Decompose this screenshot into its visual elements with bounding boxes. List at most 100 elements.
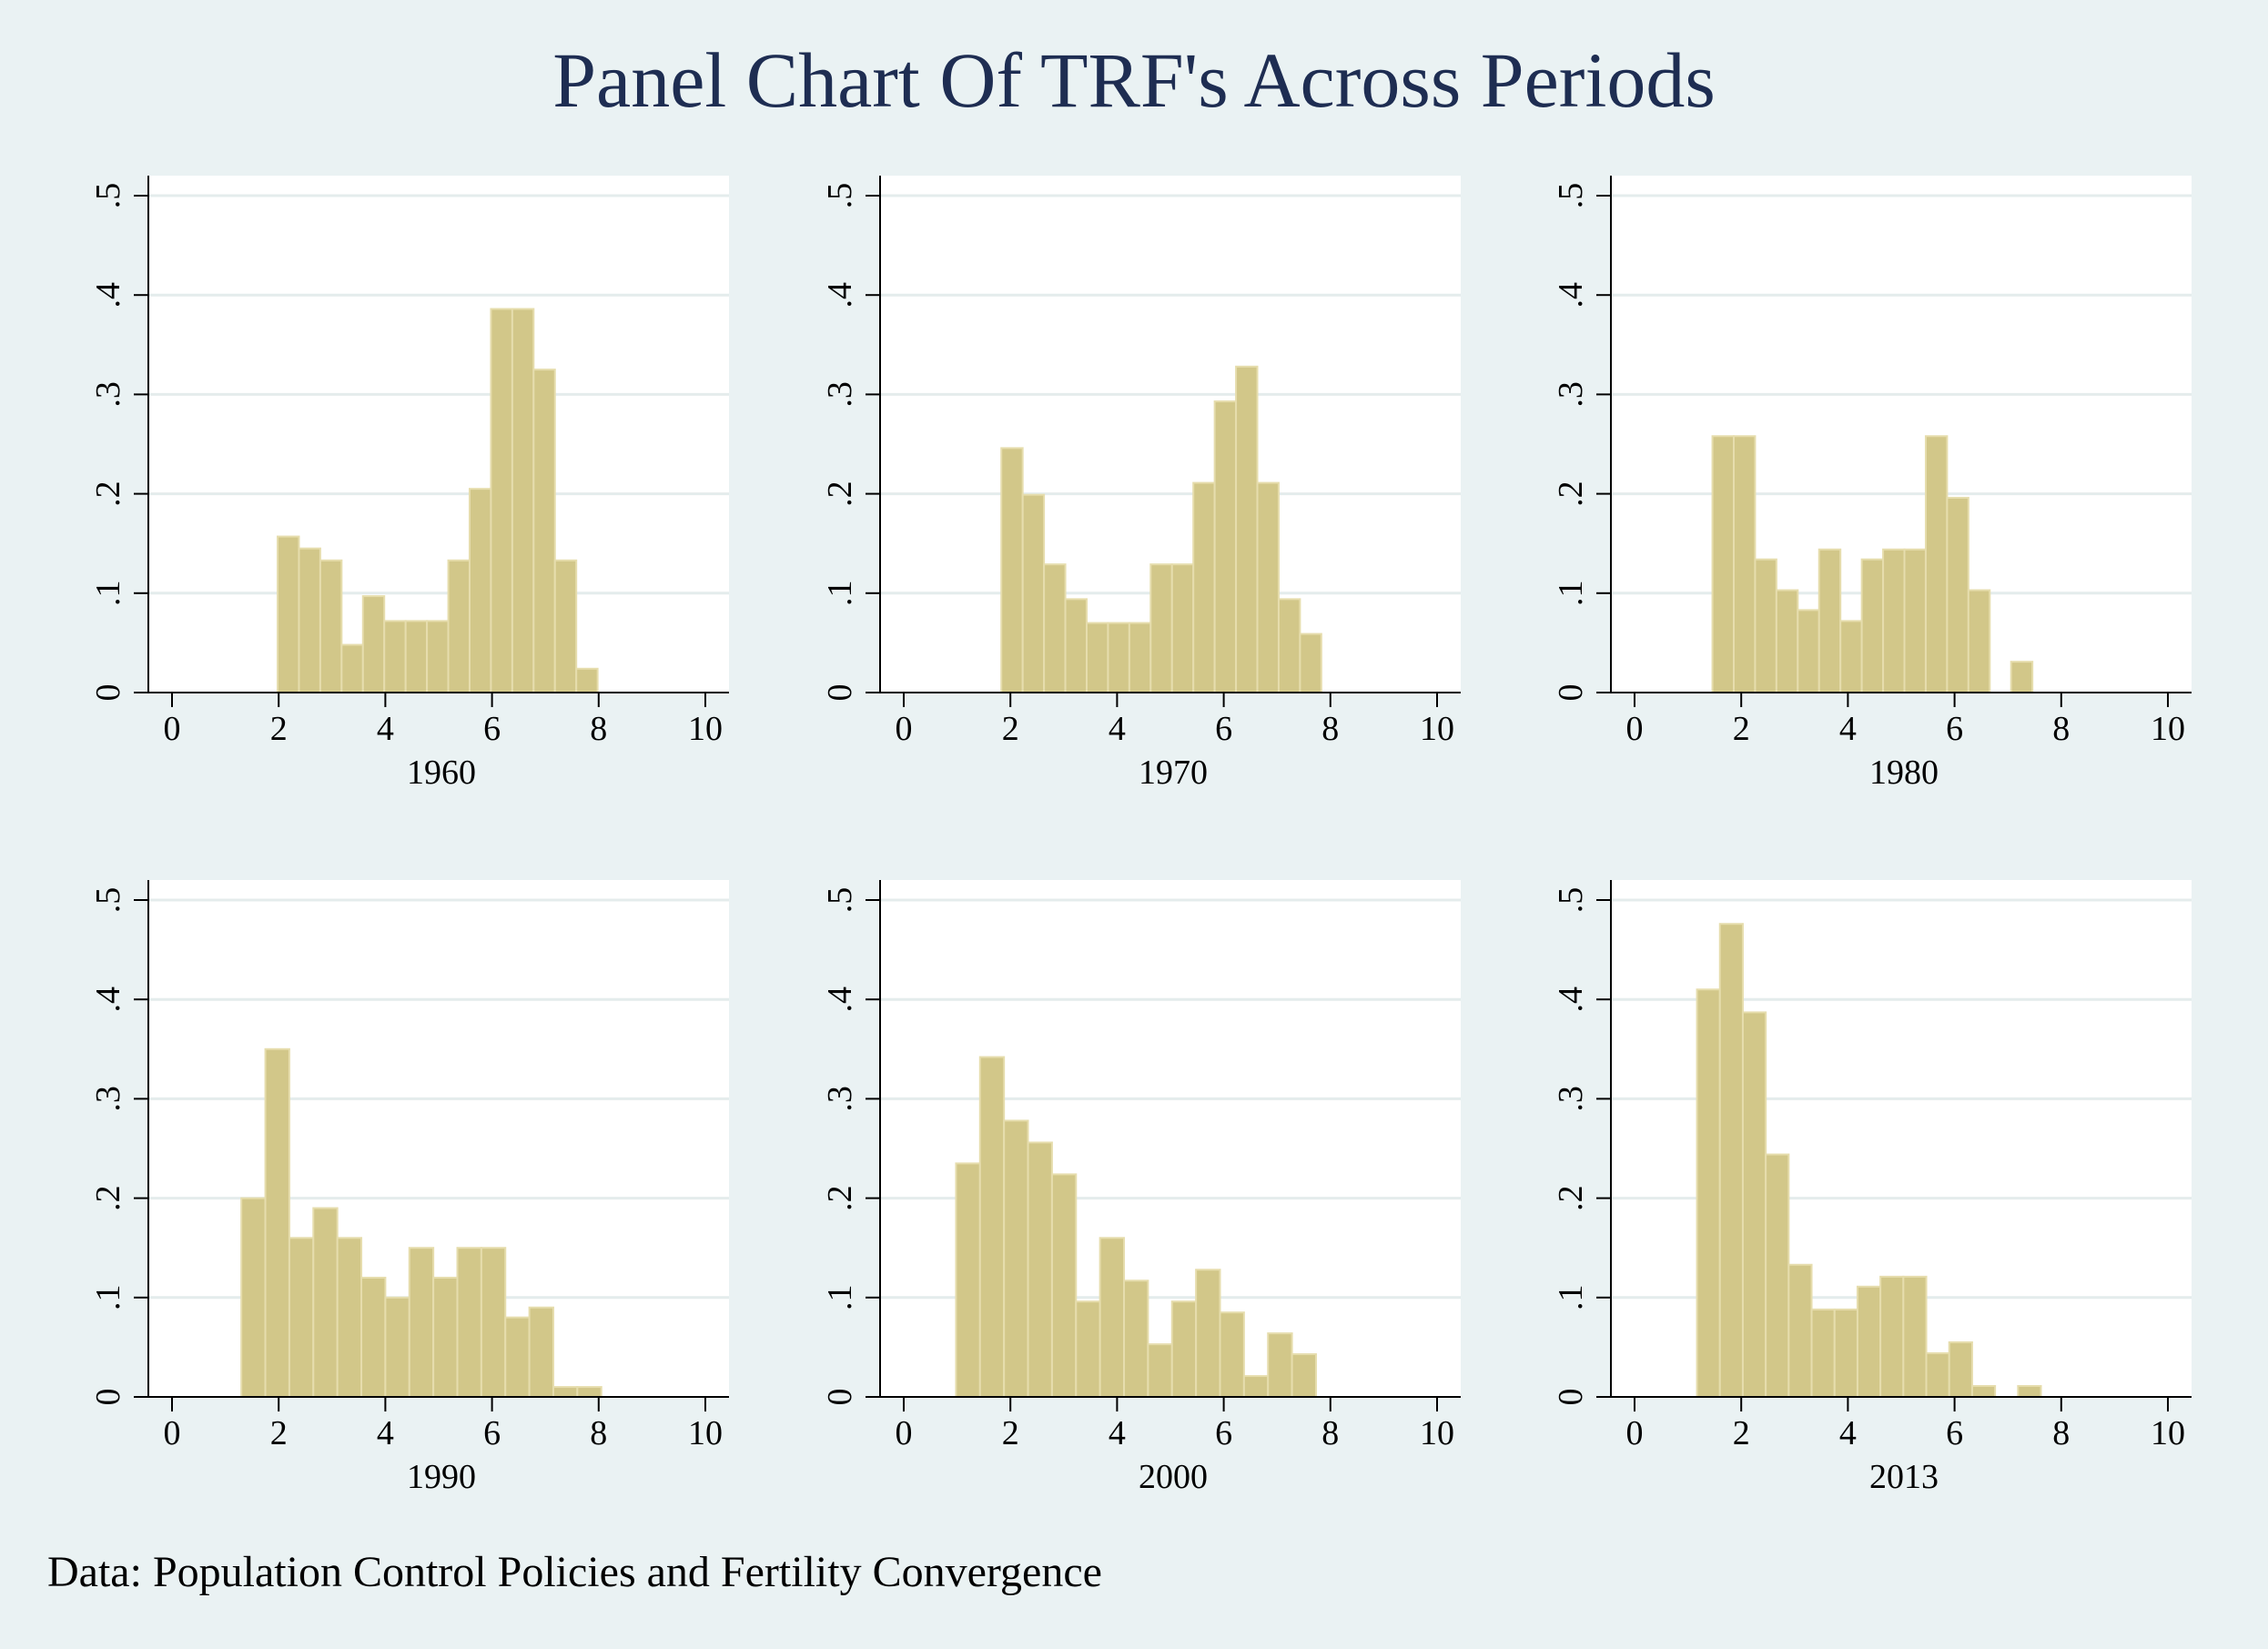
histogram-panel-2013: 0 .1 .2 .3 .4 .5 0 2 4 6 8 10 2013 — [1552, 880, 2192, 1496]
x-tick-label: 0 — [164, 710, 181, 748]
x-tick-label: 2 — [270, 1414, 288, 1452]
x-tick-label: 4 — [1109, 1414, 1126, 1452]
histogram-bar — [383, 620, 407, 693]
histogram-bar — [298, 547, 321, 693]
histogram-bar — [340, 643, 364, 693]
histogram-bar — [384, 1296, 410, 1399]
histogram-bar — [1192, 481, 1216, 694]
histogram-bar — [1696, 988, 1721, 1399]
x-tick-label: 2 — [270, 710, 288, 748]
histogram-bar — [1879, 1275, 1905, 1399]
histogram-bar — [1235, 365, 1259, 693]
histogram-bar — [978, 1056, 1006, 1398]
y-tick-label: .1 — [821, 581, 859, 607]
y-tick-label: .5 — [1552, 887, 1590, 914]
x-tick-label: 0 — [1626, 1414, 1644, 1452]
histogram-bar — [1925, 1351, 1950, 1399]
x-tick-label: 4 — [377, 1414, 394, 1452]
histogram-bar — [456, 1247, 482, 1398]
histogram-bar — [1195, 1269, 1221, 1398]
histogram-bar — [1027, 1141, 1053, 1398]
x-tick-label: 10 — [2151, 710, 2185, 748]
histogram-panel-1980: 0 .1 .2 .3 .4 .5 0 2 4 6 8 10 1980 — [1552, 176, 2192, 792]
y-tick-label: 0 — [89, 1389, 127, 1406]
y-tick-label: 0 — [821, 1389, 859, 1406]
histogram-bar — [552, 1386, 579, 1398]
histogram-bar — [1242, 1375, 1270, 1398]
histogram-bar — [1882, 548, 1906, 694]
y-tick-label: .4 — [821, 986, 859, 1013]
x-tick-label: 6 — [1215, 1414, 1232, 1452]
histogram-bar — [1711, 435, 1735, 693]
y-tick-label: .5 — [89, 887, 127, 914]
x-tick-label: 4 — [1839, 1414, 1857, 1452]
histogram-bar — [511, 308, 535, 693]
histogram-panel-2000: 0 .1 .2 .3 .4 .5 0 2 4 6 8 10 2000 — [821, 880, 1461, 1496]
histogram-panel-1970: 0 .1 .2 .3 .4 .5 0 2 4 6 8 10 1970 — [821, 176, 1461, 792]
x-tick-label: 8 — [1321, 710, 1339, 748]
figure-title: Panel Chart Of TRF's Across Periods — [552, 36, 1716, 124]
histogram-bar — [1787, 1263, 1813, 1399]
histogram-bar — [1000, 447, 1024, 693]
y-tick-label: .5 — [821, 183, 859, 209]
histogram-bar — [490, 308, 513, 693]
x-tick-label: 6 — [483, 710, 501, 748]
histogram-bar — [1732, 435, 1757, 693]
histogram-bar — [432, 1276, 459, 1398]
x-tick-label: 0 — [1626, 710, 1644, 748]
x-tick-label: 10 — [1420, 1414, 1454, 1452]
x-tick-label: 10 — [2151, 1414, 2185, 1452]
x-tick-label: 6 — [1946, 1414, 1963, 1452]
x-tick-label: 2 — [1733, 1414, 1750, 1452]
y-tick-label: .3 — [1552, 381, 1590, 408]
histogram-bar — [361, 595, 386, 693]
panel-label: 1980 — [1869, 754, 1939, 792]
y-tick-label: .1 — [89, 581, 127, 607]
histogram-bar — [2017, 1384, 2042, 1399]
panel-label: 1990 — [407, 1458, 476, 1496]
histogram-bar — [1810, 1308, 1836, 1399]
histogram-bar — [1946, 496, 1969, 694]
x-tick-label: 0 — [896, 710, 913, 748]
x-tick-label: 8 — [590, 1414, 607, 1452]
y-tick-label: .1 — [821, 1285, 859, 1311]
y-tick-label: .3 — [89, 1086, 127, 1112]
histogram-bar — [288, 1237, 315, 1399]
histogram-bar — [553, 559, 578, 693]
histogram-bar — [1718, 923, 1744, 1398]
x-tick-label: 6 — [1215, 710, 1232, 748]
histogram-bar — [1170, 1300, 1198, 1398]
x-tick-label: 2 — [1002, 1414, 1019, 1452]
histogram-bar — [1291, 1353, 1317, 1398]
x-tick-label: 8 — [590, 710, 607, 748]
x-tick-label: 10 — [688, 710, 723, 748]
x-tick-label: 6 — [483, 1414, 501, 1452]
histogram-bar — [1064, 598, 1088, 693]
histogram-bar — [1147, 1343, 1173, 1399]
histogram-bar — [404, 620, 429, 693]
y-tick-label: .4 — [1552, 282, 1590, 309]
histogram-bar — [1839, 620, 1863, 693]
histogram-bar — [1256, 481, 1280, 694]
x-tick-label: 4 — [377, 710, 394, 748]
histogram-bar — [576, 1386, 602, 1398]
histogram-bar — [264, 1047, 290, 1399]
y-tick-label: .1 — [1552, 581, 1590, 607]
x-tick-label: 8 — [1321, 1414, 1339, 1452]
histogram-bar — [1128, 622, 1152, 693]
y-tick-label: .5 — [821, 887, 859, 914]
histogram-bar — [1775, 589, 1799, 693]
histogram-bar — [1043, 563, 1067, 694]
y-tick-label: .1 — [89, 1285, 127, 1311]
x-tick-label: 10 — [688, 1414, 723, 1452]
y-tick-label: .2 — [821, 481, 859, 507]
histogram-bar — [532, 369, 556, 693]
histogram-bar — [1970, 1384, 1997, 1399]
histogram-bar — [1123, 1280, 1149, 1398]
histogram-bar — [1277, 598, 1301, 693]
histogram-bar — [1003, 1119, 1029, 1398]
histogram-bar — [1107, 622, 1130, 693]
y-tick-label: .2 — [821, 1185, 859, 1211]
histogram-bar — [1967, 589, 1991, 693]
